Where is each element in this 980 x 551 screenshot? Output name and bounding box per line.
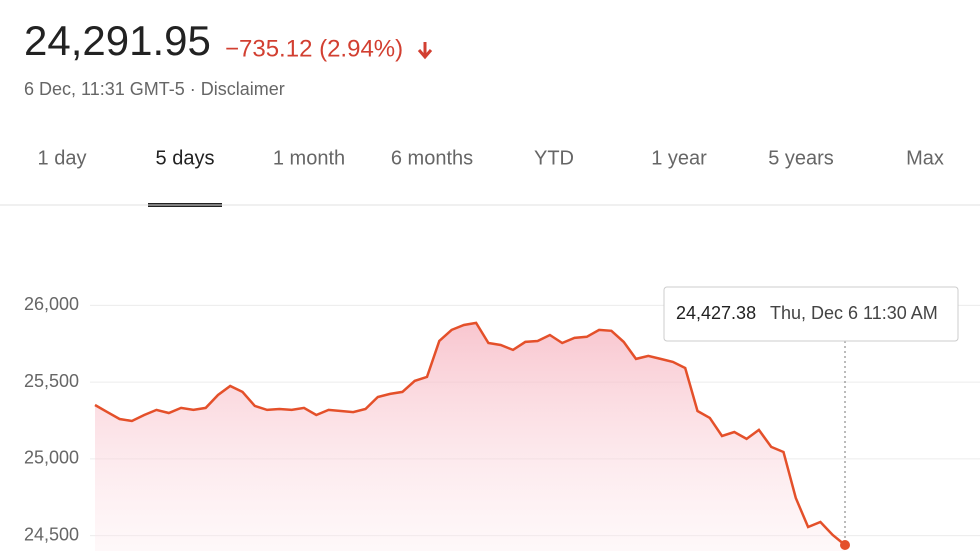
y-tick-label: 26,000 xyxy=(24,294,79,314)
price-change: −735.12 (2.94%) xyxy=(225,35,403,62)
y-tick-label: 25,500 xyxy=(24,371,79,391)
tab[interactable]: YTD xyxy=(534,147,574,169)
tab[interactable]: 1 month xyxy=(273,147,345,169)
down-arrow xyxy=(417,42,433,60)
area-fill xyxy=(95,322,845,551)
tab[interactable]: 1 year xyxy=(651,147,707,169)
tab[interactable]: 1 day xyxy=(38,147,87,169)
tooltip: 24,427.38 Thu, Dec 6 11:30 AM xyxy=(663,286,959,342)
tooltip-time: Thu, Dec 6 11:30 AM xyxy=(770,303,938,323)
tab[interactable]: Max xyxy=(906,147,944,169)
timestamp: 6 Dec, 11:31 GMT-5 · xyxy=(24,79,201,99)
tooltip-value: 24,427.38 xyxy=(676,303,756,323)
y-tick-label: 24,500 xyxy=(24,524,79,544)
last-point xyxy=(840,540,850,551)
tab[interactable]: 5 days xyxy=(156,147,215,169)
y-tick-label: 25,000 xyxy=(24,448,79,468)
disclaimer-link[interactable]: Disclaimer xyxy=(201,79,285,99)
price-line xyxy=(94,321,846,546)
subtitle: 6 Dec, 11:31 GMT-5 · Disclaimer xyxy=(24,79,285,99)
tooltip-box xyxy=(663,286,959,342)
price: 24,291.95 xyxy=(24,17,211,64)
tab[interactable]: 5 years xyxy=(768,147,834,169)
tab[interactable]: 6 months xyxy=(391,147,473,169)
